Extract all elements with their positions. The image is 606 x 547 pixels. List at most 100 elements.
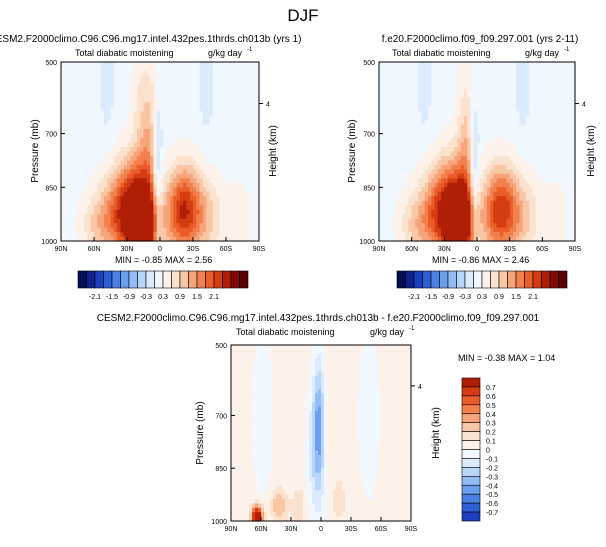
- colorbar-box: [95, 271, 104, 288]
- panel-1-max: MAX = 2.56: [165, 255, 212, 265]
- colorbar-label: -0.9: [123, 294, 135, 301]
- colorbar-box: [457, 271, 466, 288]
- x-tick-label: 0: [475, 246, 479, 253]
- colorbar-box: [525, 271, 534, 288]
- panel-3-units: g/kg day: [370, 327, 405, 337]
- panel-2-variable-label: Total diabatic moistening: [392, 48, 491, 58]
- panel-3: CESM2.F2000climo.C96.C96.mg17.intel.432p…: [97, 313, 556, 533]
- colorbar-box: [138, 271, 147, 288]
- colorbar-label: -0.9: [442, 294, 454, 301]
- colorbar-box: [559, 271, 568, 288]
- panel-1-min: MIN = -0.85: [115, 255, 162, 265]
- y-tick-label: 500: [45, 60, 57, 67]
- colorbar-box: [491, 271, 500, 288]
- colorbar-box: [87, 271, 96, 288]
- colorbar-box: [440, 271, 449, 288]
- colorbar-label: 0.3: [158, 294, 168, 301]
- panel-1-title: CESM2.F2000climo.C96.C96.mg17.intel.432p…: [0, 34, 301, 45]
- colorbar-box: [406, 271, 415, 288]
- colorbar-box: [542, 271, 551, 288]
- panel-2-title: f.e20.F2000climo.f09_f09.297.001 (yrs 2-…: [382, 34, 579, 45]
- colorbar-label: 1.5: [511, 294, 521, 301]
- panel-1-units-exponent: -1: [247, 47, 253, 53]
- x-tick-label: 60S: [536, 246, 549, 253]
- colorbar-label: 0.9: [175, 294, 185, 301]
- x-tick-label: 60S: [220, 246, 233, 253]
- panel-2-colorbar: -2.1 -1.5 -0.9 -0.3 0.3 0.9 1.5 2.1: [397, 271, 567, 301]
- panel-1: CESM2.F2000climo.C96.C96.mg17.intel.432p…: [0, 34, 301, 301]
- colorbar-label: 2.1: [528, 294, 538, 301]
- x-tick-label: 60N: [405, 246, 418, 253]
- panel-2-units: g/kg day: [525, 48, 560, 58]
- colorbar-label: -0.3: [140, 294, 152, 301]
- panel-1-variable-label: Total diabatic moistening: [75, 48, 174, 58]
- y-tick-label: 1000: [359, 239, 375, 246]
- y-tick-label: 700: [45, 132, 57, 139]
- colorbar-box: [121, 271, 130, 288]
- x-tick-label: 0: [158, 246, 162, 253]
- panel-2-ylabel: Pressure (mb): [347, 119, 358, 182]
- panel-2-max: MAX = 2.46: [482, 255, 529, 265]
- colorbar-label: -2.1: [408, 294, 420, 301]
- figure: DJF CESM2.F2000climo.C96.C96.mg17.intel.…: [0, 0, 606, 542]
- right-tick-label: 4: [582, 102, 586, 109]
- colorbar-box: [516, 271, 525, 288]
- colorbar-box: [223, 271, 232, 288]
- y-tick-label: 850: [363, 185, 375, 192]
- panel-1-colorbar: -2.1 -1.5 -0.9 -0.3 0.3 0.9 1.5 2.1: [78, 271, 248, 301]
- figure-canvas: DJF CESM2.F2000climo.C96.C96.mg17.intel.…: [0, 0, 606, 542]
- panel-2-units-exponent: -1: [564, 47, 570, 53]
- colorbar-box: [146, 271, 155, 288]
- x-tick-label: 90S: [253, 246, 266, 253]
- colorbar-label: 1.5: [192, 294, 202, 301]
- colorbar-box: [197, 271, 206, 288]
- x-tick-label: 90N: [373, 246, 386, 253]
- colorbar-label: -1.5: [425, 294, 437, 301]
- right-tick-label: 4: [266, 102, 270, 109]
- colorbar-box: [129, 271, 138, 288]
- colorbar-label: -2.1: [89, 294, 101, 301]
- colorbar-box: [397, 271, 406, 288]
- colorbar-box: [482, 271, 491, 288]
- x-tick-label: 30N: [438, 246, 451, 253]
- colorbar-box: [423, 271, 432, 288]
- colorbar-label: 0.3: [477, 294, 487, 301]
- colorbar-label: 2.1: [209, 294, 219, 301]
- colorbar-box: [112, 271, 121, 288]
- colorbar-box: [214, 271, 223, 288]
- colorbar-box: [431, 271, 440, 288]
- x-tick-label: 90N: [55, 246, 68, 253]
- panel-3-units-exponent: -1: [409, 326, 415, 332]
- panel-1-units: g/kg day: [208, 48, 243, 58]
- colorbar-box: [104, 271, 113, 288]
- colorbar-box: [172, 271, 181, 288]
- x-tick-label: 30S: [503, 246, 516, 253]
- colorbar-label: -0.3: [459, 294, 471, 301]
- panel-2: f.e20.F2000climo.f09_f09.297.001 (yrs 2-…: [347, 34, 597, 301]
- panel-1-ylabel: Pressure (mb): [30, 119, 41, 182]
- y-tick-label: 1000: [41, 239, 57, 246]
- colorbar-label: 0.9: [494, 294, 504, 301]
- colorbar-box: [189, 271, 198, 288]
- panel-2-ylabel-right: Height (km): [586, 125, 597, 177]
- colorbar-box: [465, 271, 474, 288]
- colorbar-box: [448, 271, 457, 288]
- colorbar-box: [180, 271, 189, 288]
- colorbar-box: [474, 271, 483, 288]
- colorbar-label: -1.5: [106, 294, 118, 301]
- x-tick-label: 30N: [121, 246, 134, 253]
- colorbar-box: [163, 271, 172, 288]
- colorbar-box: [155, 271, 164, 288]
- figure-title: DJF: [287, 6, 318, 25]
- panel-1-ylabel-right: Height (km): [268, 125, 279, 177]
- x-tick-label: 60N: [88, 246, 101, 253]
- panel-3-variable-label: Total diabatic moistening: [236, 327, 335, 337]
- colorbar-box: [508, 271, 517, 288]
- colorbar-box: [550, 271, 559, 288]
- colorbar-box: [231, 271, 240, 288]
- colorbar-box: [240, 271, 249, 288]
- panel-2-min: MIN = -0.86: [432, 255, 479, 265]
